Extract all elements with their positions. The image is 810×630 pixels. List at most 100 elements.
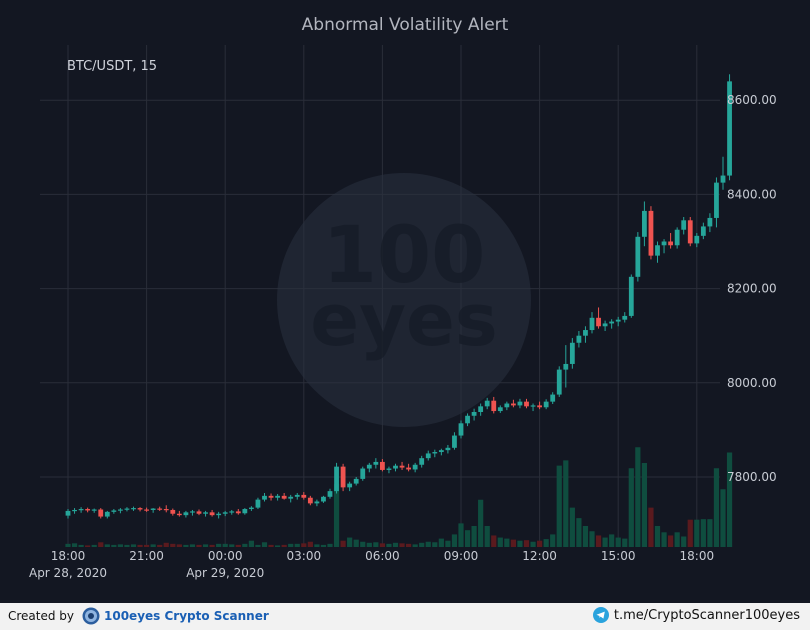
candle-body	[727, 81, 732, 176]
candle-body	[550, 394, 556, 402]
telegram-link[interactable]: t.me/CryptoScanner100eyes	[592, 607, 800, 623]
candle-body	[222, 512, 228, 514]
volume-bar	[373, 542, 379, 547]
volume-bar	[196, 544, 202, 547]
volume-bar	[530, 541, 536, 547]
volume-bar	[687, 519, 693, 547]
volume-bar	[294, 543, 300, 547]
candle-body	[655, 245, 660, 256]
volume-bar	[622, 538, 628, 547]
candle-body	[334, 466, 339, 492]
y-tick-label: 8600.00	[727, 93, 777, 107]
volume-bar	[202, 544, 209, 547]
volume-bar	[137, 544, 143, 547]
candle-body	[504, 403, 510, 408]
volume-bar	[595, 535, 602, 547]
candle-body	[635, 236, 641, 277]
volume-bar	[510, 539, 516, 547]
candle-body	[78, 509, 84, 511]
candle-body	[131, 508, 136, 510]
candles	[65, 74, 732, 519]
candle-body	[674, 229, 680, 246]
volume-bar	[379, 543, 385, 547]
volume-bar	[71, 543, 78, 547]
brand-link[interactable]: 100eyes Crypto Scanner	[82, 607, 269, 625]
volume-bar	[144, 544, 150, 547]
volume-bar	[222, 543, 228, 547]
candle-body	[681, 220, 687, 230]
y-tick-label: 8400.00	[727, 187, 777, 201]
candle-body	[399, 465, 405, 468]
candle-body	[687, 220, 693, 244]
watermark-logo: 100 eyes	[277, 173, 531, 427]
grid-lines	[40, 45, 720, 547]
candle-body	[569, 342, 575, 364]
volume-bar	[713, 468, 720, 547]
volume-bar	[124, 544, 130, 547]
volume-bar	[458, 523, 464, 547]
volume-bar	[130, 544, 137, 547]
watermark-line1: 100	[323, 211, 486, 301]
candle-body	[307, 497, 313, 504]
volume-bar	[353, 539, 359, 547]
volume-bar	[176, 544, 182, 547]
candle-body	[373, 461, 379, 465]
x-tick-label: 09:00	[444, 549, 479, 563]
candle-body	[386, 468, 392, 470]
volume-bar	[261, 542, 268, 547]
candle-body	[118, 509, 123, 511]
candle-body	[543, 401, 549, 408]
candle-body	[589, 317, 595, 331]
candle-body	[438, 450, 444, 453]
candle-body	[694, 235, 700, 244]
volume-bar	[65, 543, 71, 547]
volume-bar	[504, 538, 510, 547]
candle-body	[111, 510, 117, 512]
volume-bar	[157, 544, 163, 547]
volume-bar	[281, 544, 287, 547]
volume-bar	[91, 544, 97, 547]
volume-bar	[615, 537, 621, 547]
candle-body	[104, 511, 110, 517]
footer-bar: Created by 100eyes Crypto Scanner t.me/C…	[0, 603, 810, 630]
volume-bar	[700, 519, 706, 547]
volume-bar	[288, 543, 294, 547]
volume-bar	[183, 544, 189, 547]
candle-body	[216, 513, 222, 516]
telegram-icon	[592, 607, 609, 623]
candle-body	[340, 466, 346, 488]
volume-bar	[229, 544, 235, 547]
candle-body	[530, 405, 536, 407]
candle-body	[150, 508, 156, 510]
x-tick-label: 00:00	[208, 549, 243, 563]
candle-body	[583, 330, 588, 336]
created-by-label: Created by	[8, 609, 75, 623]
candle-body	[615, 319, 621, 322]
volume-bar	[412, 544, 418, 547]
candle-body	[563, 363, 569, 370]
volume-bar	[517, 540, 523, 547]
volume-bar	[242, 543, 248, 547]
volume-bar	[720, 489, 726, 547]
x-tick-label: 06:00	[365, 549, 400, 563]
candle-body	[137, 508, 143, 510]
volume-bar	[248, 540, 254, 547]
x-tick-label: 03:00	[287, 549, 322, 563]
volume-bar	[111, 544, 117, 547]
candle-body	[347, 483, 353, 488]
candle-body	[275, 495, 280, 498]
volume-bar	[726, 452, 733, 547]
volume-bar	[275, 545, 281, 547]
volume-bar	[471, 526, 477, 547]
x-date-label: Apr 29, 2020	[186, 566, 264, 580]
volume-bar	[635, 447, 641, 547]
candle-body	[229, 511, 235, 513]
volume-bar	[464, 530, 471, 547]
candle-body	[72, 509, 77, 512]
candle-body	[609, 321, 615, 324]
candle-body	[268, 495, 274, 498]
candle-body	[393, 465, 398, 469]
candle-body	[497, 407, 503, 412]
volume-bar	[628, 468, 634, 547]
volume-bar	[451, 534, 458, 547]
